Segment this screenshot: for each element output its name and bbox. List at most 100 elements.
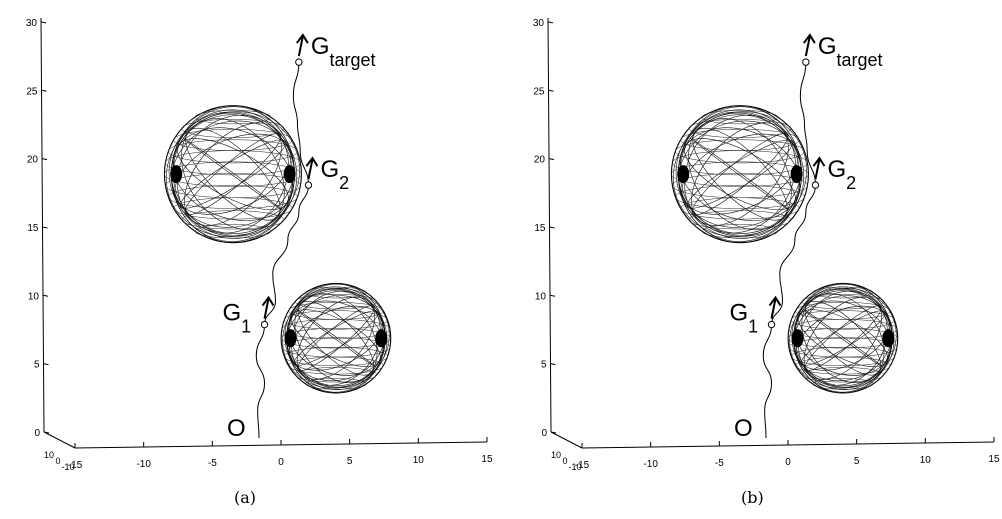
sphere-parallel bbox=[812, 378, 874, 390]
heading-arrowhead bbox=[768, 295, 782, 307]
y-tick-label: 5 bbox=[34, 360, 40, 371]
waypoint-label-main: G bbox=[827, 156, 846, 183]
sphere-pole bbox=[790, 165, 803, 184]
waypoint-label-sub: 1 bbox=[241, 317, 251, 337]
sphere-parallel bbox=[791, 346, 895, 367]
y-tick bbox=[547, 21, 554, 24]
sphere-meridian bbox=[804, 305, 882, 372]
sphere-parallel bbox=[788, 319, 898, 340]
y-tick bbox=[549, 294, 556, 297]
sphere-meridian bbox=[287, 300, 385, 376]
y-axis-line bbox=[547, 17, 552, 433]
sphere-pole bbox=[375, 329, 388, 348]
y-tick bbox=[550, 363, 556, 366]
obstacle-sphere bbox=[670, 105, 809, 244]
y-tick-label: 15 bbox=[534, 223, 546, 234]
sphere-meridian bbox=[793, 295, 893, 382]
sphere-meridian bbox=[184, 122, 282, 226]
z-tick-label: 0 bbox=[55, 456, 60, 466]
waypoint-label: Gtarget bbox=[311, 33, 376, 70]
sphere-meridian bbox=[679, 127, 801, 221]
y-tick-label: 30 bbox=[26, 18, 38, 29]
x-tick-label: -15 bbox=[575, 460, 590, 471]
waypoint-label-sub: 2 bbox=[846, 173, 856, 193]
trajectory-line bbox=[255, 62, 309, 439]
sphere-parallel bbox=[173, 197, 293, 220]
heading-arrowhead bbox=[305, 156, 319, 167]
sphere-parallel bbox=[305, 286, 367, 299]
waypoint-label-main: G bbox=[730, 300, 749, 327]
sphere-meridian bbox=[691, 122, 789, 226]
sphere-meridian bbox=[678, 114, 802, 234]
sphere-parallel bbox=[672, 150, 808, 176]
y-tick-label: 30 bbox=[533, 18, 545, 29]
sphere-parallel bbox=[194, 110, 272, 125]
x-tick-label: -15 bbox=[68, 460, 83, 471]
sphere-meridian bbox=[684, 138, 796, 211]
sphere-parallel bbox=[671, 161, 809, 187]
waypoint-marker bbox=[811, 181, 820, 189]
sphere-parallel bbox=[280, 328, 391, 349]
sphere-pole bbox=[677, 165, 690, 184]
z-axis-line bbox=[43, 431, 76, 449]
x-tick-label: 0 bbox=[785, 457, 791, 468]
waypoint-label: Gtarget bbox=[818, 33, 883, 70]
sphere-parallel bbox=[168, 185, 298, 209]
z-tick-label: -10 bbox=[61, 462, 74, 472]
y-tick bbox=[549, 226, 555, 229]
y-tick bbox=[40, 21, 47, 24]
z-tick-label: 10 bbox=[44, 450, 54, 460]
x-tick-label: 15 bbox=[988, 454, 1000, 465]
sphere-parallel bbox=[812, 286, 874, 299]
panel-b: 0 5 10 15 20 25 30 -15 -10 -5 0 5 10 15 10 0 -10 O G1 G2 Gta… bbox=[507, 0, 1002, 519]
heading-arrowhead bbox=[812, 156, 826, 167]
waypoint-marker bbox=[802, 58, 810, 66]
heading-arrow bbox=[814, 158, 821, 180]
sphere-pole bbox=[284, 329, 297, 348]
sphere-pole bbox=[170, 165, 183, 184]
waypoint-marker bbox=[260, 320, 269, 329]
sphere-parallel bbox=[675, 139, 805, 164]
y-tick bbox=[43, 431, 50, 434]
waypoint-marker bbox=[767, 320, 776, 329]
sphere-parallel bbox=[787, 328, 898, 349]
sphere-parallel bbox=[801, 294, 885, 310]
heading-arrowhead bbox=[803, 33, 816, 44]
sphere-parallel bbox=[294, 367, 378, 383]
sphere-parallel bbox=[165, 150, 301, 176]
y-tick-label: 20 bbox=[534, 155, 546, 166]
sphere-pole bbox=[283, 165, 296, 184]
sphere-outline bbox=[163, 105, 302, 244]
sphere-parallel bbox=[194, 224, 272, 239]
y-tick-label: 15 bbox=[27, 223, 39, 234]
sphere-parallel bbox=[181, 119, 285, 138]
heading-arrowhead bbox=[261, 295, 275, 307]
heading-arrow bbox=[804, 35, 811, 57]
waypoint-label-origin: O bbox=[734, 415, 753, 442]
waypoint-label: G1 bbox=[730, 300, 759, 337]
heading-arrow bbox=[307, 158, 314, 180]
sphere-meridian bbox=[672, 111, 807, 237]
sphere-parallel bbox=[284, 310, 388, 330]
waypoint-label-origin: O bbox=[227, 415, 246, 442]
sphere-parallel bbox=[281, 319, 391, 340]
y-tick bbox=[42, 294, 49, 297]
sphere-meridian bbox=[165, 111, 300, 237]
waypoint-label-main: G bbox=[311, 33, 330, 60]
sphere-parallel bbox=[791, 310, 895, 330]
sphere-parallel bbox=[701, 110, 779, 125]
waypoint-label: G2 bbox=[320, 156, 349, 193]
y-tick-label: 0 bbox=[541, 428, 547, 439]
sphere-meridian bbox=[184, 133, 282, 216]
heading-arrow bbox=[297, 35, 304, 57]
sphere-meridian bbox=[296, 296, 376, 380]
obstacle-sphere bbox=[163, 105, 302, 244]
sphere-parallel bbox=[181, 210, 285, 230]
y-tick bbox=[41, 158, 48, 161]
y-tick bbox=[43, 363, 49, 366]
x-tick-label: -10 bbox=[136, 459, 151, 470]
y-tick bbox=[41, 89, 47, 92]
waypoint-label-sub: target bbox=[330, 50, 376, 70]
waypoint-marker bbox=[295, 58, 303, 66]
